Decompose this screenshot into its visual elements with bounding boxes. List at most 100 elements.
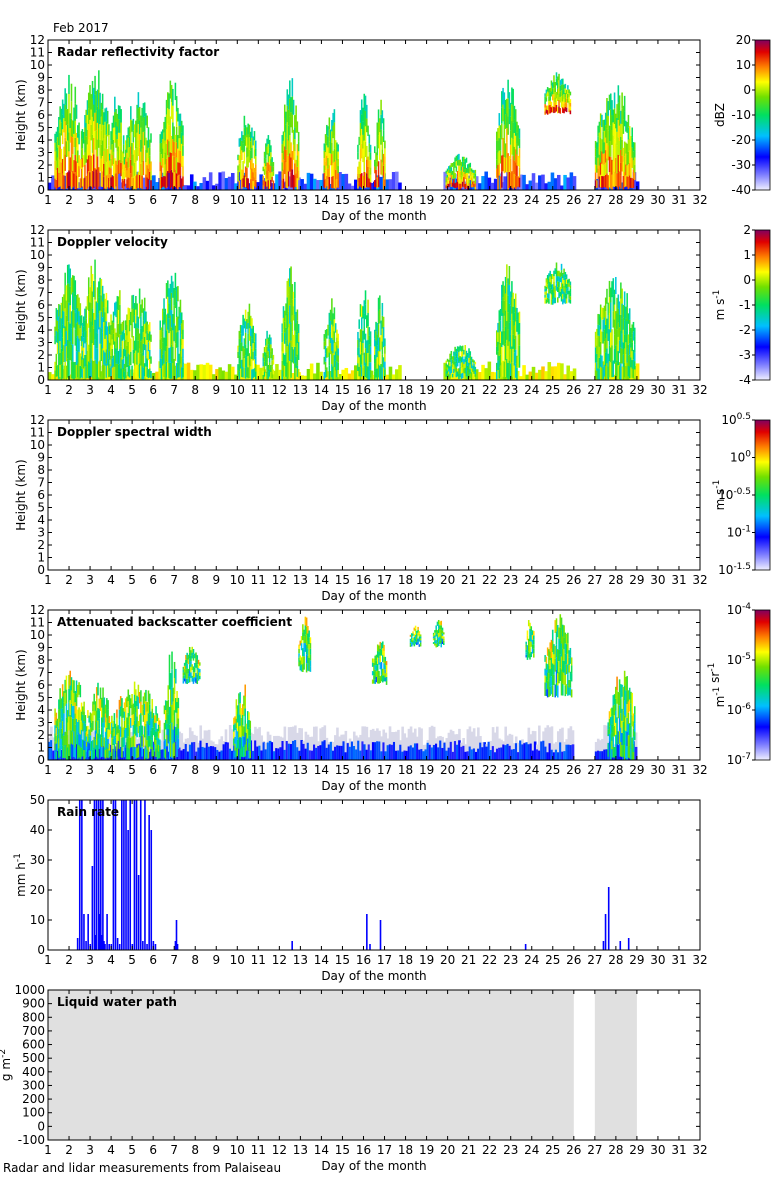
- cloud-cell: [138, 333, 141, 349]
- surface-echo-cell: [354, 365, 358, 380]
- cloud-cell: [59, 173, 61, 187]
- cloud-cell: [133, 746, 136, 760]
- cloud-cell: [599, 366, 602, 380]
- cloud-cell: [498, 333, 501, 345]
- cloud-cell: [449, 357, 451, 363]
- cloud-cell: [63, 294, 65, 312]
- cloud-cell: [182, 367, 184, 378]
- cloud-cell: [603, 130, 606, 143]
- cloud-cell: [597, 168, 599, 180]
- cloud-cell: [253, 177, 256, 187]
- cloud-cell: [309, 637, 312, 644]
- cloud-cell: [108, 368, 111, 377]
- cloud-cell: [199, 669, 201, 673]
- cloud-cell: [498, 344, 501, 356]
- cloud-cell: [87, 108, 90, 125]
- cloud-cell: [182, 669, 185, 673]
- cloud-cell: [93, 137, 95, 155]
- cloud-cell: [68, 688, 70, 703]
- cloud-cell: [58, 699, 60, 710]
- cloud-cell: [554, 268, 557, 275]
- cloud-cell: [300, 657, 303, 665]
- x-tick-label: 18: [398, 573, 413, 587]
- cloud-cell: [603, 142, 606, 154]
- cloud-cell: [85, 746, 88, 752]
- cloud-cell: [553, 87, 555, 95]
- cloud-cell: [294, 298, 296, 315]
- cloud-cell: [93, 312, 95, 329]
- x-tick-label: 9: [212, 193, 220, 207]
- cloud-cell: [63, 691, 65, 703]
- surface-echo-cell: [306, 368, 311, 380]
- cloud-cell: [469, 355, 472, 361]
- cloud-cell: [366, 118, 368, 133]
- cloud-cell: [82, 155, 85, 167]
- cloud-cell: [602, 131, 604, 143]
- cloud-cell: [169, 706, 172, 724]
- cloud-cell: [633, 352, 636, 362]
- cloud-cell: [555, 269, 558, 277]
- cloud-cell: [270, 152, 272, 160]
- cloud-cell: [246, 711, 249, 721]
- cloud-cell: [143, 323, 146, 337]
- cloud-cell: [460, 166, 463, 171]
- cloud-cell: [625, 142, 627, 154]
- cloud-cell: [89, 302, 91, 318]
- cloud-cell: [599, 304, 602, 318]
- cloud-cell: [54, 725, 56, 734]
- cloud-cell: [237, 176, 239, 182]
- surface-echo-cell: [313, 178, 317, 190]
- cloud-cell: [159, 745, 161, 753]
- cloud-cell: [71, 731, 74, 745]
- cloud-cell: [632, 178, 635, 188]
- cloud-cell: [283, 160, 286, 175]
- cloud-cell: [141, 107, 143, 122]
- cloud-cell: [133, 303, 136, 316]
- cloud-cell: [74, 172, 77, 190]
- cloud-cell: [127, 701, 130, 713]
- surface-echo-cell: [531, 173, 536, 190]
- cloud-cell: [108, 156, 110, 168]
- cloud-cell: [166, 746, 168, 758]
- cloud-cell: [128, 727, 131, 739]
- cloud-cell: [133, 681, 136, 695]
- cloud-cell: [303, 649, 305, 657]
- cloud-cell: [75, 323, 78, 338]
- cloud-cell: [291, 78, 294, 97]
- cloud-cell: [550, 107, 553, 113]
- cloud-cell: [613, 92, 616, 109]
- cloud-cell: [105, 335, 108, 350]
- cloud-cell: [544, 300, 546, 304]
- cloud-cell: [384, 673, 387, 678]
- cloud-cell: [87, 155, 90, 172]
- cloud-cell: [441, 638, 444, 642]
- boundary-layer-cell: [346, 743, 350, 760]
- cloud-cell: [282, 341, 285, 354]
- cloud-cell: [336, 369, 338, 378]
- cloud-cell: [179, 312, 182, 326]
- cloud-cell: [563, 297, 565, 303]
- cloud-cell: [61, 337, 64, 352]
- cloud-cell: [180, 155, 183, 167]
- cloud-cell: [594, 331, 597, 340]
- cloud-cell: [75, 718, 78, 732]
- cloud-cell: [450, 175, 453, 180]
- cloud-cell: [150, 133, 152, 143]
- cloud-cell: [178, 174, 180, 188]
- cloud-cell: [140, 304, 142, 317]
- cloud-cell: [169, 689, 172, 707]
- cloud-cell: [127, 364, 130, 377]
- surface-echo-cell: [300, 375, 304, 380]
- cloud-cell: [473, 373, 475, 377]
- cloud-cell: [458, 352, 460, 358]
- cloud-cell: [159, 720, 161, 727]
- cloud-cell: [461, 345, 464, 352]
- cloud-cell: [145, 689, 147, 702]
- cloud-cell: [499, 176, 502, 190]
- cloud-cell: [252, 136, 254, 146]
- cloud-cell: [196, 659, 199, 665]
- cloud-cell: [172, 105, 174, 123]
- cloud-cell: [239, 137, 242, 147]
- cloud-cell: [244, 166, 247, 177]
- cloud-cell: [625, 164, 627, 176]
